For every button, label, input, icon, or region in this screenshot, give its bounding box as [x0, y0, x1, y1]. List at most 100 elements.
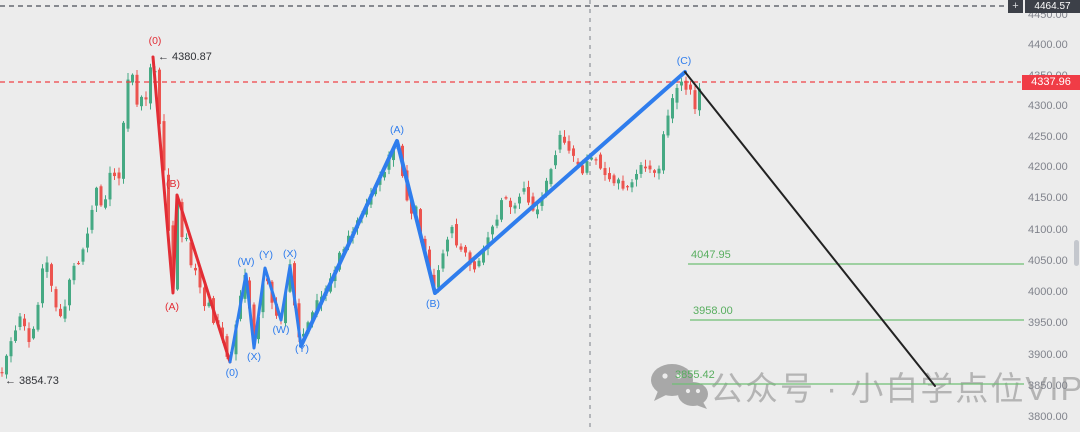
blue-combo-line[interactable] [228, 264, 303, 364]
candle-body [504, 197, 508, 199]
wave-label[interactable]: (W) [238, 256, 255, 268]
candle-body [27, 328, 31, 343]
candle-body [194, 267, 197, 271]
candle-body [630, 182, 634, 188]
candle-body [648, 165, 652, 170]
candle-body [698, 88, 701, 111]
candle-body [635, 173, 638, 180]
candle-body [122, 122, 125, 179]
candle-body [99, 186, 103, 206]
candle-body [693, 90, 697, 110]
wechat-icon [651, 364, 708, 409]
peak-price-note: ← 4380.87 [158, 51, 212, 63]
support-level-label[interactable]: 3958.00 [693, 305, 733, 317]
candle-body [684, 80, 688, 90]
candle-body [527, 186, 530, 203]
candle-body [585, 161, 589, 173]
wave-label[interactable]: (W) [273, 324, 290, 336]
candle-body [558, 134, 562, 150]
candle-body [599, 154, 602, 169]
candle-body [135, 74, 139, 105]
wave-label[interactable]: (X) [283, 248, 297, 260]
candle-body [0, 372, 4, 374]
candle-body [86, 233, 89, 248]
price-tick: 4250.00 [1028, 131, 1068, 143]
wave-label[interactable]: (B) [166, 178, 180, 190]
candle-body [54, 289, 58, 308]
axis-scrollbar-handle[interactable] [1074, 240, 1079, 266]
candle-body [680, 81, 683, 86]
wave-label[interactable]: (X) [247, 351, 261, 363]
blue-abc-line[interactable] [299, 70, 687, 348]
candle-body [126, 79, 130, 129]
candle-body [23, 318, 26, 327]
candle-body [176, 202, 179, 290]
candle-body [18, 316, 22, 327]
candle-body [284, 292, 287, 324]
candle-body [185, 237, 188, 240]
candle-body [311, 312, 314, 321]
wave-label[interactable]: (A) [165, 301, 179, 313]
candle-body [653, 170, 656, 173]
price-tick: 4150.00 [1028, 192, 1068, 204]
candle-body [608, 173, 611, 180]
candle-body [689, 84, 692, 90]
price-tick: 3850.00 [1028, 380, 1068, 392]
wave-label[interactable]: (0) [226, 367, 239, 379]
candle-body [617, 179, 620, 184]
candle-body [495, 219, 499, 226]
candle-body [297, 303, 301, 338]
candle-body [419, 209, 422, 237]
candle-body [257, 317, 260, 340]
support-level-label[interactable]: 3855.42 [675, 369, 715, 381]
wave-label[interactable]: (C) [677, 55, 692, 67]
candle-body [234, 324, 238, 355]
candle-body [509, 200, 512, 208]
candle-body [5, 355, 8, 375]
support-level-label[interactable]: 4047.95 [691, 249, 731, 261]
candle-body [225, 336, 229, 357]
candle-body [572, 148, 575, 156]
price-tick: 3950.00 [1028, 317, 1068, 329]
watermark-text: 公众号 · 小白学点位VIP [710, 370, 1080, 407]
wave-label[interactable]: (Y) [295, 343, 309, 355]
wave-label[interactable]: (B) [426, 298, 440, 310]
candle-body [108, 172, 112, 200]
candle-body [428, 249, 431, 270]
candle-body [104, 199, 107, 208]
candle-body [81, 249, 85, 262]
candle-body [581, 165, 584, 174]
candle-body [68, 279, 71, 306]
wave-label[interactable]: (0) [149, 35, 162, 47]
candle-body [446, 239, 449, 252]
price-tick: 4200.00 [1028, 161, 1068, 173]
red-wave-line[interactable] [151, 55, 232, 364]
price-tick: 3900.00 [1028, 349, 1068, 361]
candle-body [113, 172, 116, 177]
price-axis[interactable]: 4450.004400.004350.004300.004250.004200.… [1026, 0, 1080, 432]
candle-body [95, 187, 98, 206]
candle-body [441, 253, 445, 269]
black-line-line[interactable] [684, 71, 936, 387]
add-alert-plus-button[interactable]: + [1008, 0, 1023, 13]
candle-body [464, 246, 467, 253]
candle-body [383, 171, 386, 178]
candle-body [144, 97, 148, 100]
candle-body [203, 287, 206, 307]
high-price-badge: 4464.57 [1025, 0, 1080, 13]
price-tick: 4300.00 [1028, 100, 1068, 112]
candle-body [149, 67, 152, 104]
candle-body [590, 157, 593, 160]
candle-body [59, 308, 62, 317]
candle-body [72, 265, 76, 281]
candle-body [468, 252, 472, 265]
wave-label[interactable]: (A) [390, 124, 404, 136]
wave-label[interactable]: (Y) [259, 249, 273, 261]
candle-body [518, 196, 521, 204]
candle-body [536, 209, 539, 215]
candle-body [657, 168, 661, 174]
candle-body [486, 237, 490, 249]
candle-body [140, 96, 143, 107]
